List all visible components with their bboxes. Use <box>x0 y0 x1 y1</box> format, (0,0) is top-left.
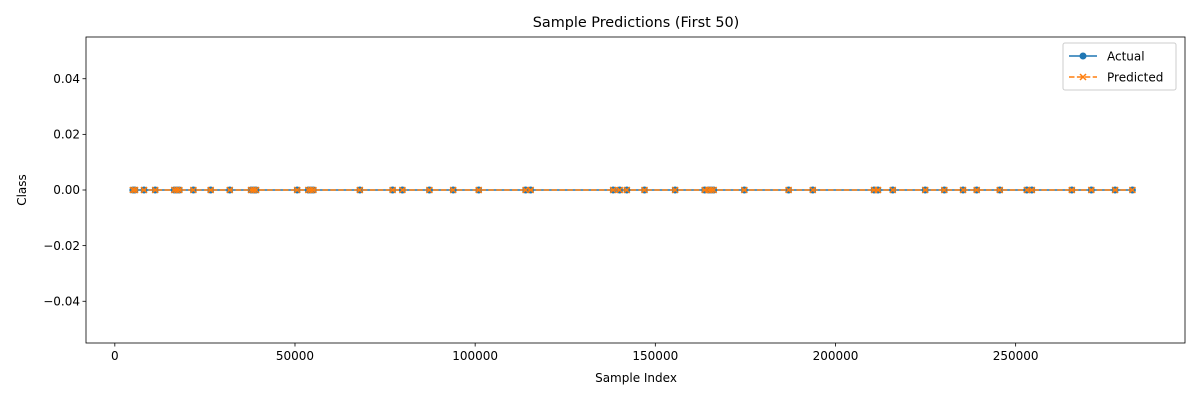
x-tick-label: 250000 <box>993 349 1039 363</box>
data-point-predicted <box>449 186 457 194</box>
data-point-predicted <box>307 186 315 194</box>
data-point-predicted <box>785 186 793 194</box>
y-tick-label: 0.02 <box>53 128 80 142</box>
data-point-predicted <box>140 186 148 194</box>
legend-entry-actual: Actual <box>1069 50 1145 64</box>
data-point-predicted <box>1068 186 1076 194</box>
data-point-predicted <box>671 186 679 194</box>
data-point-predicted <box>921 186 929 194</box>
data-point-predicted <box>809 186 817 194</box>
data-point-predicted <box>1128 186 1136 194</box>
data-point-predicted <box>151 186 159 194</box>
data-point-predicted <box>309 186 317 194</box>
legend-entry-predicted: Predicted <box>1069 71 1163 85</box>
data-point-predicted <box>189 186 197 194</box>
chart-title: Sample Predictions (First 50) <box>533 15 740 31</box>
data-point-predicted <box>1028 186 1036 194</box>
legend-marker-predicted-icon <box>1079 73 1087 81</box>
x-tick-label: 100000 <box>452 349 498 363</box>
data-point-predicted <box>973 186 981 194</box>
axes-frame <box>85 36 1186 344</box>
data-point-predicted <box>996 186 1004 194</box>
data-point-predicted <box>609 186 617 194</box>
data-point-predicted <box>389 186 397 194</box>
legend: Actual Predicted <box>1062 42 1177 91</box>
plot-area <box>129 186 1136 194</box>
data-point-predicted <box>959 186 967 194</box>
data-point-predicted <box>250 186 258 194</box>
y-axis-label: Class <box>15 174 29 206</box>
data-point-predicted <box>640 186 649 194</box>
data-point-predicted <box>425 186 433 194</box>
y-tick-label: 0.04 <box>53 72 80 86</box>
legend-label-actual: Actual <box>1107 50 1145 64</box>
data-point-predicted <box>129 186 137 194</box>
data-point-predicted <box>398 186 406 194</box>
data-point-predicted <box>740 186 748 194</box>
x-tick-label: 150000 <box>632 349 678 363</box>
y-tick-label: −0.02 <box>43 239 80 253</box>
axis-ticks: 0 50000 100000 150000 200000 250000 −0.04 −0.02… <box>43 72 1038 363</box>
data-point-predicted <box>623 186 631 194</box>
x-tick-label: 200000 <box>813 349 859 363</box>
legend-marker-actual-icon <box>1079 52 1087 60</box>
data-point-predicted <box>1111 186 1119 194</box>
x-tick-label: 50000 <box>276 349 314 363</box>
data-point-predicted <box>252 186 260 194</box>
y-tick-label: −0.04 <box>43 294 80 308</box>
x-axis-label: Sample Index <box>595 371 677 385</box>
data-point-predicted <box>207 186 215 194</box>
y-tick-label: 0.00 <box>53 183 80 197</box>
data-point-predicted <box>131 186 139 194</box>
data-point-predicted <box>940 186 948 194</box>
data-point-predicted <box>226 186 234 194</box>
data-point-predicted <box>889 186 897 194</box>
x-tick-label: 0 <box>111 349 119 363</box>
data-point-predicted <box>173 186 181 194</box>
data-point-predicted <box>175 186 183 194</box>
data-point-predicted <box>616 186 624 194</box>
data-point-predicted <box>707 186 715 194</box>
data-point-predicted <box>356 186 364 194</box>
data-point-predicted <box>874 186 882 194</box>
data-point-predicted <box>527 186 535 194</box>
legend-box <box>1062 42 1177 91</box>
legend-label-predicted: Predicted <box>1107 71 1163 85</box>
data-point-predicted <box>710 186 718 194</box>
data-point-predicted <box>475 186 483 194</box>
data-point-predicted <box>293 186 301 194</box>
data-point-predicted <box>1087 186 1095 194</box>
